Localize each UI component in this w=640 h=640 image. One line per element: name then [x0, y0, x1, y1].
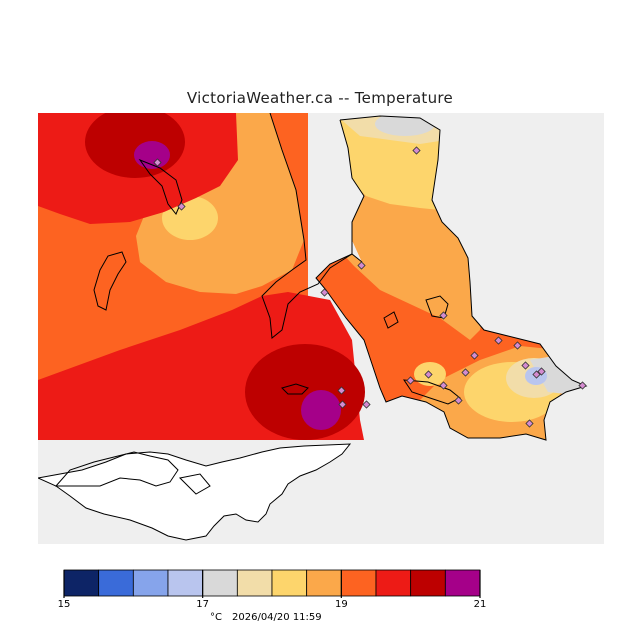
station-marker[interactable]	[357, 261, 366, 270]
coastlines	[54, 113, 588, 495]
legend-bin	[340, 569, 377, 597]
legend-timestamp: 2026/04/20 11:59	[232, 612, 322, 623]
legend-bin	[167, 569, 204, 597]
legend-bin	[202, 569, 238, 597]
station-marker[interactable]	[337, 386, 346, 395]
temperature-map	[38, 113, 604, 544]
station-marker[interactable]	[513, 341, 522, 350]
station-marker[interactable]	[177, 202, 186, 211]
station-marker[interactable]	[532, 370, 541, 379]
station-marker[interactable]	[362, 400, 371, 409]
station-marker[interactable]	[525, 419, 534, 428]
legend-tick-label: 15	[58, 599, 71, 610]
station-marker[interactable]	[537, 367, 546, 376]
legend-bin	[98, 569, 134, 597]
legend-bin	[306, 569, 342, 597]
legend-bin	[375, 569, 412, 597]
station-marker[interactable]	[494, 336, 503, 345]
temperature-legend: 15 17 19 21 °C 2026/04/20 11:59	[58, 569, 487, 623]
legend-tick-labels: 15 17 19 21	[58, 570, 487, 610]
legend-bin	[63, 569, 100, 597]
station-marker[interactable]	[521, 361, 530, 370]
station-marker[interactable]	[153, 158, 162, 167]
legend-bin	[132, 569, 169, 597]
weather-stations	[153, 146, 587, 428]
legend-bin	[236, 569, 273, 597]
station-marker[interactable]	[412, 146, 421, 155]
station-marker[interactable]	[454, 396, 463, 405]
station-marker[interactable]	[424, 370, 433, 379]
station-marker[interactable]	[470, 351, 479, 360]
legend-tick-label: 21	[474, 599, 487, 610]
station-marker[interactable]	[338, 400, 347, 409]
legend-unit: °C	[210, 612, 222, 623]
station-marker[interactable]	[320, 288, 329, 297]
station-marker[interactable]	[439, 311, 448, 320]
station-marker[interactable]	[578, 381, 587, 390]
legend-bin	[410, 569, 446, 597]
legend-bin	[444, 569, 481, 597]
legend-tick-label: 19	[335, 599, 348, 610]
legend-color-bins	[63, 569, 481, 597]
legend-bin	[271, 569, 308, 597]
map-title: VictoriaWeather.ca -- Temperature	[186, 89, 454, 107]
station-marker[interactable]	[406, 376, 415, 385]
station-marker[interactable]	[461, 368, 470, 377]
legend-tick-label: 17	[196, 599, 209, 610]
station-marker[interactable]	[439, 381, 448, 390]
